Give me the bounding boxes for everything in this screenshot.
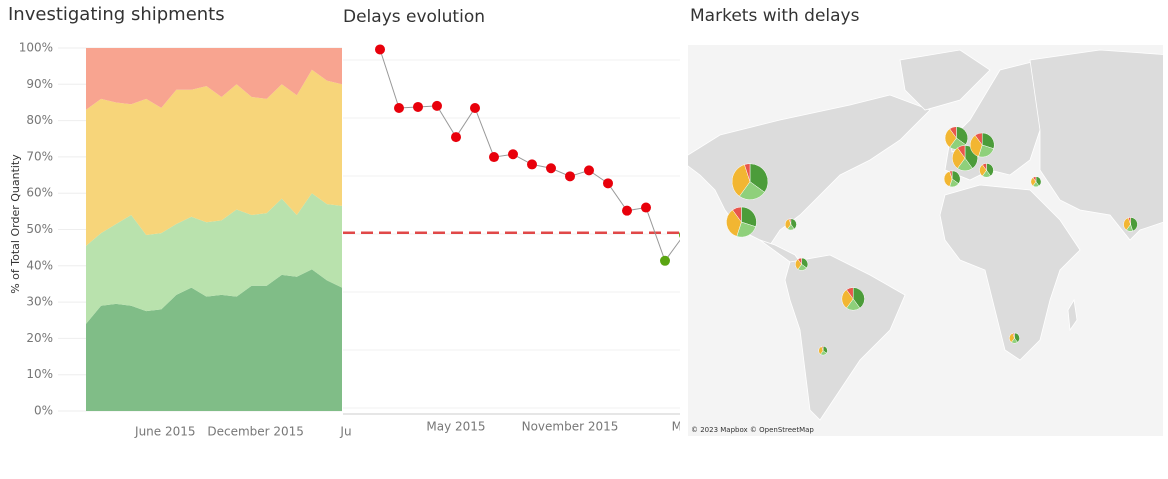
pie-wedge [749,163,769,193]
pie-wedge [949,126,957,139]
point [641,202,651,213]
area [86,193,342,324]
chart-title: Delays evolution [343,7,485,27]
pie-wedge [974,132,983,146]
point [584,165,594,176]
y-tick-label: 40% [26,258,53,272]
plot-background [343,40,680,415]
pie-wedge [741,206,757,228]
y-tick-label: 70% [26,149,53,163]
x-tick-label: December 2015 [207,425,304,439]
line-chart: May 2015 November 2015 May [343,44,697,434]
point [432,100,442,111]
y-tick-label: 30% [26,295,53,309]
point [565,171,575,182]
x-tick-label: June 2015 [134,425,196,439]
y-axis-label: % of Total Order Quantity [9,154,22,294]
point [508,149,518,160]
y-tick-label: 90% [26,77,53,91]
pie-wedge [744,163,751,182]
point [527,159,537,170]
area [86,269,342,411]
pie-wedge [943,170,953,187]
point [451,132,461,143]
x-tick-label: November 2015 [522,420,619,434]
y-tick-label: 60% [26,186,53,200]
x-tick-label: May 2015 [426,420,485,434]
y-tick-label: 20% [26,331,53,345]
y-tick-label: 50% [26,222,53,236]
area [86,48,342,110]
map [688,45,1163,436]
pie-wedge [1012,332,1015,339]
y-tick-label: 10% [26,367,53,381]
point [413,101,423,112]
pie-wedge [982,163,987,172]
pie-wedge [949,170,953,179]
x-tick-label: May [672,420,697,434]
y-tick-label: 80% [26,113,53,127]
pie-wedge [969,134,983,157]
chart-title: Markets with delays [690,6,860,26]
pie-wedge [1130,217,1138,232]
pie-wedge [732,206,742,223]
pie-wedge [852,287,865,309]
point [660,255,670,266]
pie-wedge [1032,176,1037,183]
pie-wedge [726,209,742,237]
area [86,69,342,246]
x-tick-label: Ju [339,425,351,439]
pie-wedge [846,287,854,300]
pie-wedge [1128,217,1131,225]
point [375,44,385,55]
y-tick-label: 0% [34,404,53,418]
chart-title: Investigating shipments [8,4,225,25]
point [679,231,680,238]
point [394,102,404,113]
point [489,152,499,163]
pie-wedge [797,257,802,266]
point [470,102,480,113]
pie-wedge [952,147,966,169]
y-tick-label: 100% [19,41,53,55]
pie-wedge [957,145,966,159]
pie-wedge [956,126,968,146]
attribution: © 2023 Mapbox © OpenStreetMap [691,426,814,434]
pie-wedge [821,346,824,351]
point [546,163,556,174]
pie-wedge [731,164,751,197]
point [622,205,632,216]
point [603,178,613,189]
pie-wedge [788,218,792,225]
